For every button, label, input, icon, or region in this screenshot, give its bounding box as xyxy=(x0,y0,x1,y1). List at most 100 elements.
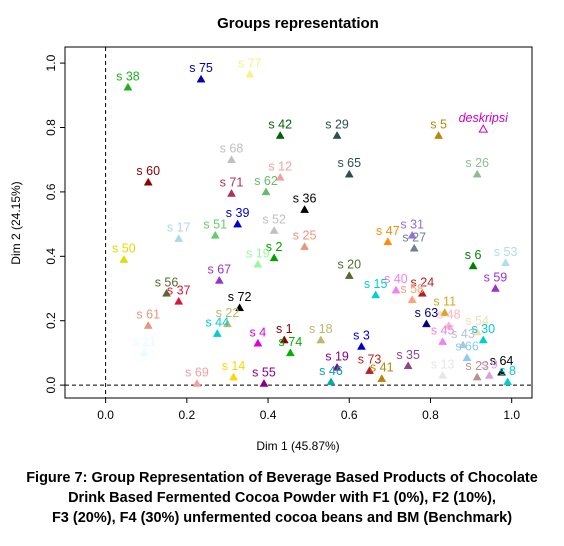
point-label: s 59 xyxy=(484,271,508,285)
point-marker xyxy=(259,379,269,387)
scatter-chart: Groups representation 0.0 0.2 0.4 0.6 0.8 1.0… xyxy=(9,15,533,453)
point-marker xyxy=(235,303,245,312)
point-marker xyxy=(196,74,206,83)
point-marker xyxy=(233,219,243,228)
point-label: s 74 xyxy=(279,335,303,349)
point-label: s 22 xyxy=(216,306,240,320)
point-label: s 66 xyxy=(455,340,479,354)
point-label: s 8 xyxy=(499,364,516,378)
point-label: s 69 xyxy=(185,366,209,380)
point-label: s 40 xyxy=(384,272,408,286)
point-marker xyxy=(365,366,374,374)
point-label: s 19 xyxy=(325,349,349,363)
point-label: s 30 xyxy=(471,322,495,336)
point-label: s 45 xyxy=(431,324,455,338)
x-tick-label: 0.2 xyxy=(178,408,195,422)
point-marker xyxy=(192,379,202,387)
point-label: s 46 xyxy=(319,364,343,378)
point-marker xyxy=(407,295,417,304)
point-marker xyxy=(245,69,255,78)
point-marker xyxy=(316,335,326,344)
point-marker xyxy=(253,259,263,268)
point-marker xyxy=(491,284,500,292)
point-label: s 2 xyxy=(266,240,283,254)
point-label: s 17 xyxy=(167,221,191,235)
point-label: s 60 xyxy=(136,164,160,178)
point-marker xyxy=(438,337,448,345)
point-marker xyxy=(279,335,289,344)
point-marker xyxy=(162,288,171,297)
point-marker xyxy=(472,327,482,336)
point-label: s 39 xyxy=(226,206,250,220)
point-marker xyxy=(269,226,279,234)
y-tick-label: 0.4 xyxy=(44,248,58,265)
point-marker xyxy=(472,169,482,178)
x-tick-label: 0.4 xyxy=(260,408,277,422)
point-marker xyxy=(472,372,482,381)
point-marker xyxy=(409,243,419,252)
point-marker xyxy=(332,362,342,371)
point-label: s 37 xyxy=(167,283,191,297)
point-marker xyxy=(275,172,285,181)
x-axis-label: Dim 1 (45.87%) xyxy=(256,439,339,453)
point-label: s 44 xyxy=(205,316,229,330)
x-tick-label: 0.6 xyxy=(341,408,358,422)
point-label: s 15 xyxy=(364,277,388,291)
point-marker xyxy=(300,205,310,213)
point-label: s 51 xyxy=(203,217,227,231)
point-marker xyxy=(143,321,153,329)
point-marker xyxy=(458,340,468,349)
point-marker xyxy=(421,319,431,328)
point-label: s 12 xyxy=(268,159,292,173)
point-marker xyxy=(468,261,478,270)
point-label: s 6 xyxy=(465,248,482,262)
point-marker xyxy=(344,271,354,279)
point-label: s 18 xyxy=(309,322,333,336)
point-marker xyxy=(227,155,236,163)
point-marker xyxy=(478,124,489,133)
point-marker xyxy=(227,189,236,197)
point-marker xyxy=(371,290,381,299)
point-marker xyxy=(403,361,413,370)
data-points: s 75 s 77 s 38 s 42 s 29 s 5 deskripsi s 68 s 12… xyxy=(112,56,518,387)
point-label: s 62 xyxy=(254,174,278,188)
point-marker xyxy=(501,258,511,267)
point-label: s 5 xyxy=(430,118,447,132)
point-label: s 13 xyxy=(431,357,455,371)
point-marker xyxy=(300,242,310,250)
point-label: s 11 xyxy=(433,295,456,309)
plot-frame xyxy=(64,46,533,399)
point-label: s 38 xyxy=(116,69,140,83)
point-marker xyxy=(444,321,454,329)
y-axis: 0.0 0.2 0.4 0.6 0.8 1.0 xyxy=(44,54,65,393)
point-marker xyxy=(229,372,238,381)
point-label: s 20 xyxy=(337,258,361,272)
point-marker xyxy=(326,377,336,386)
point-label: s 53 xyxy=(494,245,518,259)
point-label: s 47 xyxy=(376,224,400,238)
point-marker xyxy=(497,367,506,376)
point-label: s 1 xyxy=(276,322,293,336)
y-tick-label: 0.8 xyxy=(44,119,58,136)
point-marker xyxy=(332,131,342,139)
point-marker xyxy=(261,187,271,196)
point-marker xyxy=(462,353,472,361)
caption-line-2: Drink Based Fermented Cocoa Powder with … xyxy=(68,490,496,506)
point-marker xyxy=(357,341,366,350)
point-label: s 55 xyxy=(252,366,276,380)
point-marker xyxy=(139,348,149,357)
point-label: s 26 xyxy=(465,156,489,170)
point-marker xyxy=(383,237,393,246)
point-label: s 4 xyxy=(250,325,267,339)
caption-line-3: F3 (20%), F4 (30%) unfermented cocoa bea… xyxy=(51,510,513,526)
x-axis: 0.0 0.2 0.4 0.6 0.8 1.0 xyxy=(97,398,520,422)
point-label: s 25 xyxy=(293,229,317,243)
point-label: s 71 xyxy=(220,176,244,190)
point-label: s 36 xyxy=(293,192,317,206)
point-label: s 3 xyxy=(353,328,370,342)
x-tick-label: 1.0 xyxy=(503,408,520,422)
point-marker xyxy=(391,285,401,294)
point-label: s 52 xyxy=(262,213,286,227)
point-label: s 41 xyxy=(370,361,394,375)
point-label: s 19 xyxy=(246,246,270,260)
